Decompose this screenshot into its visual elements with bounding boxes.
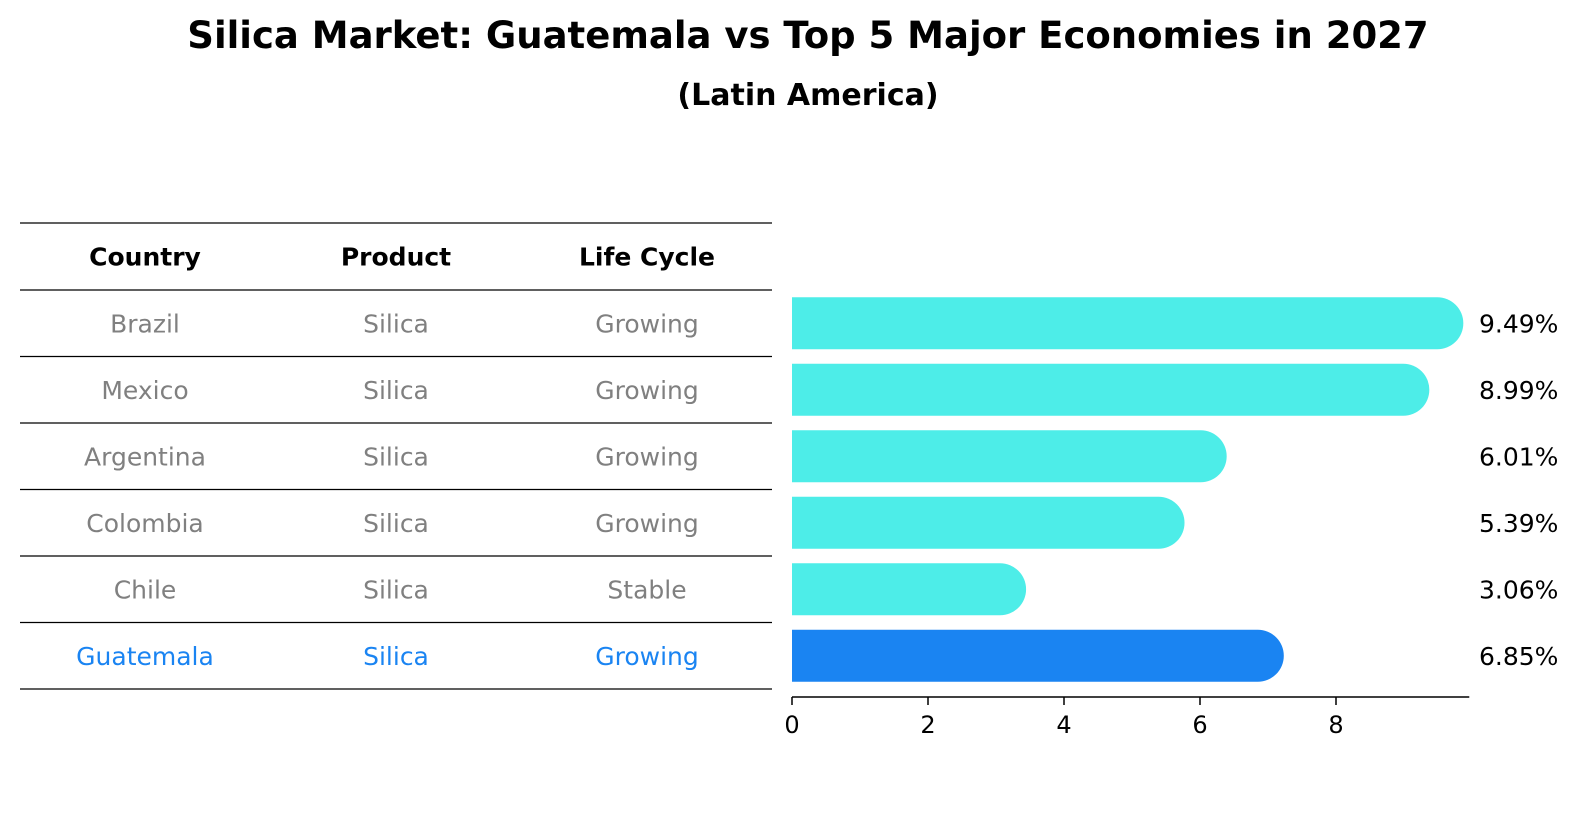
table-header-country: Country: [89, 243, 201, 272]
table-cell-life-cycle: Growing: [595, 509, 699, 538]
table-cell-product: Silica: [363, 642, 429, 671]
table-cell-life-cycle: Stable: [607, 575, 686, 604]
table-cell-life-cycle: Growing: [595, 376, 699, 405]
bar-argentina: [792, 430, 1227, 483]
table-cell-life-cycle: Growing: [595, 309, 699, 338]
bar-chile: [792, 563, 1027, 616]
comparison-table: Country Product Life Cycle Brazil Silica Grow…: [20, 222, 772, 690]
table-cell-life-cycle: Growing: [595, 442, 699, 471]
x-tick-label: 8: [1328, 711, 1343, 739]
table-cell-country: Mexico: [101, 376, 188, 405]
bar-chart: 9.49% 8.99% 6.01% 5.39% 3.06% 6.85%: [792, 297, 1558, 682]
data-label-chile: 3.06%: [1479, 575, 1558, 604]
data-label-brazil: 9.49%: [1479, 309, 1558, 338]
x-tick-label: 2: [920, 711, 935, 739]
x-tick-label: 0: [784, 711, 799, 739]
table-cell-product: Silica: [363, 309, 429, 338]
table-cell-country: Chile: [114, 575, 177, 604]
table-cell-country: Argentina: [84, 442, 206, 471]
chart-subtitle: (Latin America): [677, 78, 939, 113]
table-cell-country: Brazil: [110, 309, 180, 338]
x-axis: 0 2 4 6 8: [784, 696, 1470, 739]
bar-guatemala: [792, 629, 1284, 682]
x-tick-label: 4: [1056, 711, 1071, 739]
table-cell-life-cycle: Growing: [595, 642, 699, 671]
table-cell-country: Colombia: [86, 509, 203, 538]
chart-title: Silica Market: Guatemala vs Top 5 Major …: [187, 14, 1429, 57]
bar-brazil: [792, 297, 1464, 350]
table-cell-product: Silica: [363, 442, 429, 471]
table-cell-product: Silica: [363, 376, 429, 405]
data-label-guatemala: 6.85%: [1479, 642, 1558, 671]
data-label-mexico: 8.99%: [1479, 376, 1558, 405]
data-label-colombia: 5.39%: [1479, 509, 1558, 538]
x-tick-label: 6: [1192, 711, 1207, 739]
table-cell-country: Guatemala: [76, 642, 214, 671]
table-cell-product: Silica: [363, 509, 429, 538]
bar-colombia: [792, 496, 1185, 549]
data-label-argentina: 6.01%: [1479, 442, 1558, 471]
table-header-product: Product: [341, 243, 451, 272]
table-cell-product: Silica: [363, 575, 429, 604]
table-header-life-cycle: Life Cycle: [579, 243, 715, 272]
bar-mexico: [792, 363, 1430, 416]
